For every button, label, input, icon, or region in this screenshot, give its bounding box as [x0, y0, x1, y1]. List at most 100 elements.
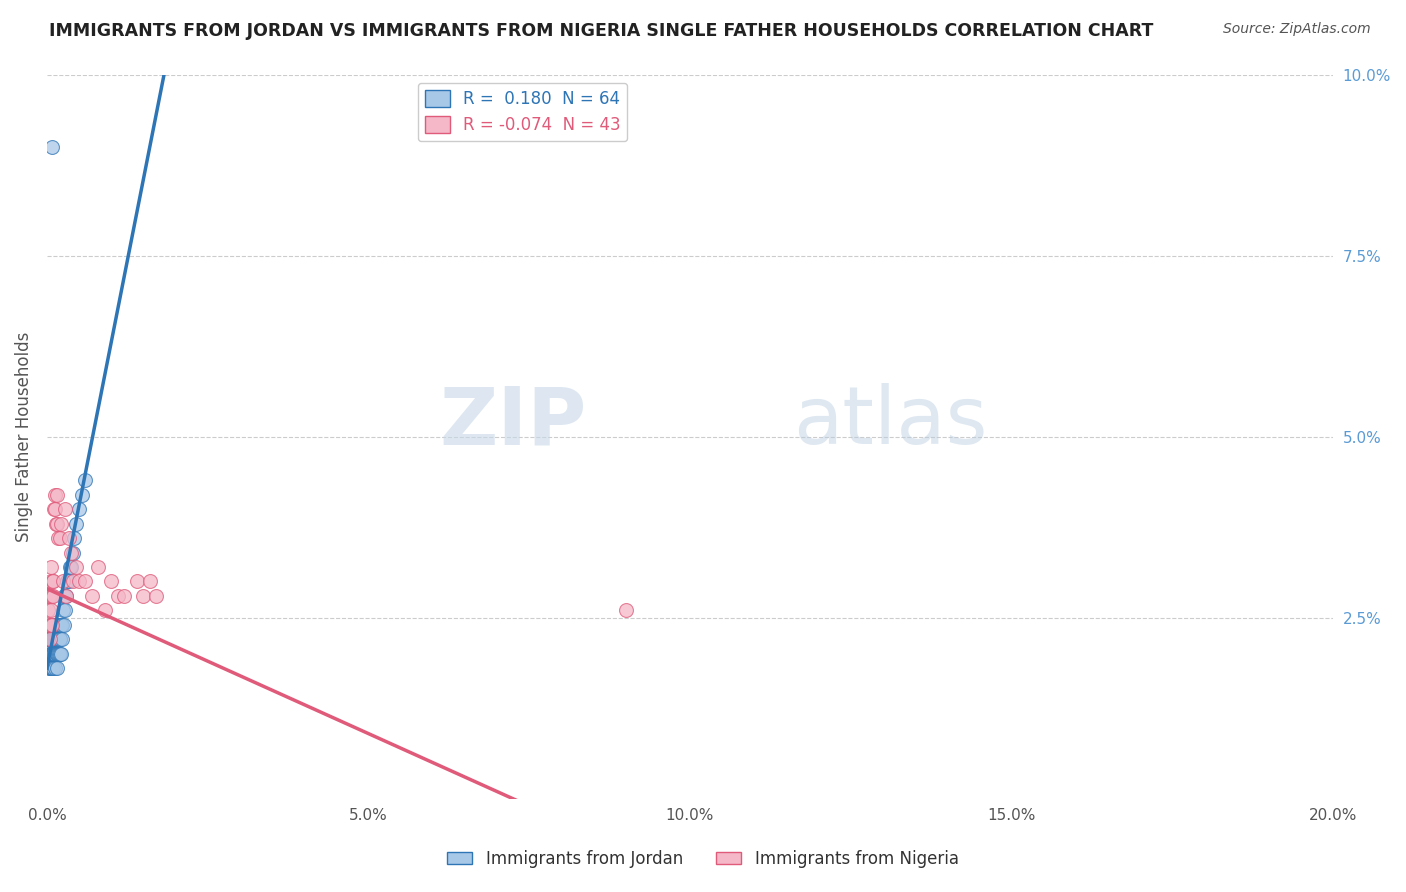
Point: [139, 574, 162, 589]
Point: [45, 618, 67, 632]
Point: [59, 560, 82, 574]
Point: [62, 574, 84, 589]
Point: [42, 574, 65, 589]
Point: [41, 661, 63, 675]
Point: [41, 647, 63, 661]
Point: [72, 487, 94, 501]
Point: [48, 647, 70, 661]
Point: [94, 603, 117, 617]
Point: [39, 647, 62, 661]
Point: [44, 647, 66, 661]
Point: [39, 589, 62, 603]
Point: [49, 516, 72, 531]
Point: [42, 661, 65, 675]
Point: [46, 632, 69, 647]
Point: [53, 502, 76, 516]
Point: [37, 632, 59, 647]
Point: [67, 502, 90, 516]
Point: [52, 618, 75, 632]
Point: [39, 618, 62, 632]
Point: [41, 618, 63, 632]
Point: [38, 632, 60, 647]
Text: IMMIGRANTS FROM JORDAN VS IMMIGRANTS FROM NIGERIA SINGLE FATHER HOUSEHOLDS CORRE: IMMIGRANTS FROM JORDAN VS IMMIGRANTS FRO…: [49, 22, 1153, 40]
Point: [42, 632, 65, 647]
Point: [41, 661, 63, 675]
Point: [49, 618, 72, 632]
Point: [46, 647, 69, 661]
Point: [49, 632, 72, 647]
Point: [48, 618, 70, 632]
Text: ZIP: ZIP: [440, 384, 588, 461]
Point: [38, 647, 60, 661]
Point: [45, 647, 67, 661]
Point: [49, 647, 72, 661]
Point: [55, 589, 77, 603]
Point: [112, 589, 135, 603]
Point: [63, 531, 86, 545]
Point: [38, 661, 60, 675]
Point: [125, 574, 148, 589]
Point: [44, 632, 66, 647]
Point: [80, 589, 103, 603]
Point: [53, 603, 76, 617]
Point: [41, 618, 63, 632]
Point: [38, 618, 60, 632]
Point: [39, 661, 62, 675]
Point: [41, 618, 63, 632]
Point: [41, 140, 63, 154]
Point: [39, 661, 62, 675]
Point: [45, 516, 67, 531]
Point: [145, 589, 167, 603]
Point: [48, 632, 70, 647]
Point: [42, 632, 65, 647]
Point: [48, 618, 70, 632]
Point: [51, 618, 73, 632]
Point: [42, 502, 65, 516]
Point: [48, 647, 70, 661]
Point: [46, 516, 69, 531]
Point: [107, 589, 129, 603]
Point: [58, 531, 80, 545]
Point: [51, 632, 73, 647]
Point: [614, 603, 637, 617]
Point: [67, 574, 90, 589]
Point: [60, 545, 83, 559]
Point: [41, 632, 63, 647]
Point: [44, 647, 66, 661]
Point: [39, 647, 62, 661]
Point: [39, 632, 62, 647]
Point: [55, 589, 77, 603]
Point: [49, 618, 72, 632]
Point: [44, 487, 66, 501]
Point: [39, 574, 62, 589]
Point: [56, 574, 79, 589]
Point: [42, 589, 65, 603]
Point: [42, 647, 65, 661]
Point: [39, 632, 62, 647]
Point: [65, 516, 87, 531]
Point: [44, 661, 66, 675]
Point: [45, 487, 67, 501]
Point: [65, 560, 87, 574]
Point: [87, 560, 110, 574]
Y-axis label: Single Father Households: Single Father Households: [15, 332, 32, 541]
Point: [41, 647, 63, 661]
Point: [60, 560, 83, 574]
Point: [52, 603, 75, 617]
Point: [48, 531, 70, 545]
Point: [44, 502, 66, 516]
Point: [42, 647, 65, 661]
Point: [132, 589, 155, 603]
Point: [48, 531, 70, 545]
Legend: Immigrants from Jordan, Immigrants from Nigeria: Immigrants from Jordan, Immigrants from …: [440, 844, 966, 875]
Point: [45, 661, 67, 675]
Point: [46, 618, 69, 632]
Point: [45, 632, 67, 647]
Point: [41, 560, 63, 574]
Point: [46, 647, 69, 661]
Point: [75, 574, 97, 589]
Text: Source: ZipAtlas.com: Source: ZipAtlas.com: [1223, 22, 1371, 37]
Point: [41, 647, 63, 661]
Point: [100, 574, 122, 589]
Point: [75, 473, 97, 487]
